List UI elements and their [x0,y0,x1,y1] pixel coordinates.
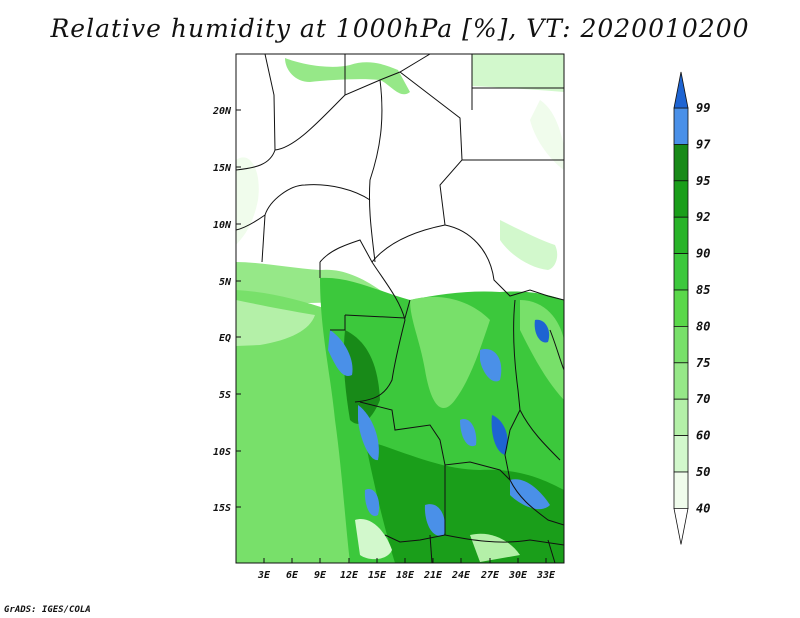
color-bar-label: 60 [696,429,710,443]
lat-tick-label: 10S [213,447,231,458]
lon-tick-label: 15E [368,570,387,581]
color-bar-top-arrow [673,71,689,109]
color-bar-segment [673,362,689,400]
color-bar-bottom-arrow [673,508,689,545]
color-bar-segment [673,216,689,254]
sahara-moist-patch [236,157,259,245]
color-bar: 99 97 95 92 90 85 80 75 70 60 50 40 [673,71,711,545]
high-humidity-patch [460,419,477,447]
color-bar-label: 97 [696,137,711,151]
southern-dark-band [365,440,564,563]
high-humidity-patch [510,479,550,510]
color-bar-label: 75 [696,356,710,370]
high-humidity-patch [480,349,502,382]
lat-tick-label: 5N [219,277,232,288]
lon-tick-label: 18E [396,570,415,581]
longitude-axis: 3E 6E 9E 12E 15E 18E 21E 24E 27E 30E 33E [257,558,556,581]
high-humidity-patch [364,489,380,516]
high-humidity-patch [328,330,353,376]
color-bar-segment [673,325,689,364]
high-humidity-patch [491,415,508,455]
color-bar-label: 95 [696,174,710,188]
color-bar-segment [673,107,689,145]
lon-tick-label: 12E [340,570,359,581]
color-bar-segment [673,398,689,437]
color-bar-label: 90 [696,247,710,261]
lon-tick-label: 9E [314,570,327,581]
southern-light-patch [355,519,392,560]
color-bar-label: 85 [696,283,710,297]
country-boundaries [236,54,564,563]
eastern-light-region [520,300,564,400]
color-bar-label: 92 [696,210,710,224]
footer-label: GrADS: IGES/COLA [4,605,91,615]
latitude-axis: 20N 15N 10N 5N EQ 5S 10S 15S [212,106,241,514]
sahara-moist-patch [472,54,564,92]
plot-frame [235,53,565,564]
color-bar-label: 99 [696,101,710,115]
high-humidity-patch [358,405,379,461]
color-bar-label: 40 [696,501,710,515]
lon-tick-label: 6E [286,570,299,581]
lon-tick-label: 30E [508,570,528,581]
lat-tick-label: 20N [212,106,232,117]
atlantic-ocean [236,290,355,563]
lon-tick-label: 24E [451,570,471,581]
high-humidity-patch [534,319,550,343]
color-bar-segment [673,471,689,509]
chart-title: Relative humidity at 1000hPa [%], VT: 20… [50,14,750,43]
color-bar-segment [673,435,689,473]
sahara-moist-patch [500,220,558,270]
central-light-region [410,296,490,409]
humidity-field [236,54,564,563]
color-bar-label: 50 [696,465,710,479]
lat-tick-label: 15S [213,503,231,514]
angola-dark-region [343,330,380,424]
lat-tick-label: 10N [213,220,232,231]
lat-tick-label: 5S [219,390,231,401]
color-bar-label: 70 [696,392,710,406]
lat-tick-label: 15N [213,163,232,174]
lon-tick-label: 3E [257,570,271,581]
atlantic-light-region [236,300,315,346]
lon-tick-label: 27E [480,570,500,581]
color-bar-segment [673,180,689,218]
lon-tick-label: 33E [536,570,556,581]
color-bar-segment [673,253,689,291]
sahara-moist-patch [530,100,564,170]
color-bar-segment [673,143,689,182]
color-bar-label: 80 [696,319,710,333]
lon-tick-label: 21E [423,570,443,581]
high-humidity-patch [424,504,446,536]
sahara-moist-patch [285,58,410,95]
lat-tick-label: EQ [219,333,231,344]
color-bar-segment [673,289,689,327]
